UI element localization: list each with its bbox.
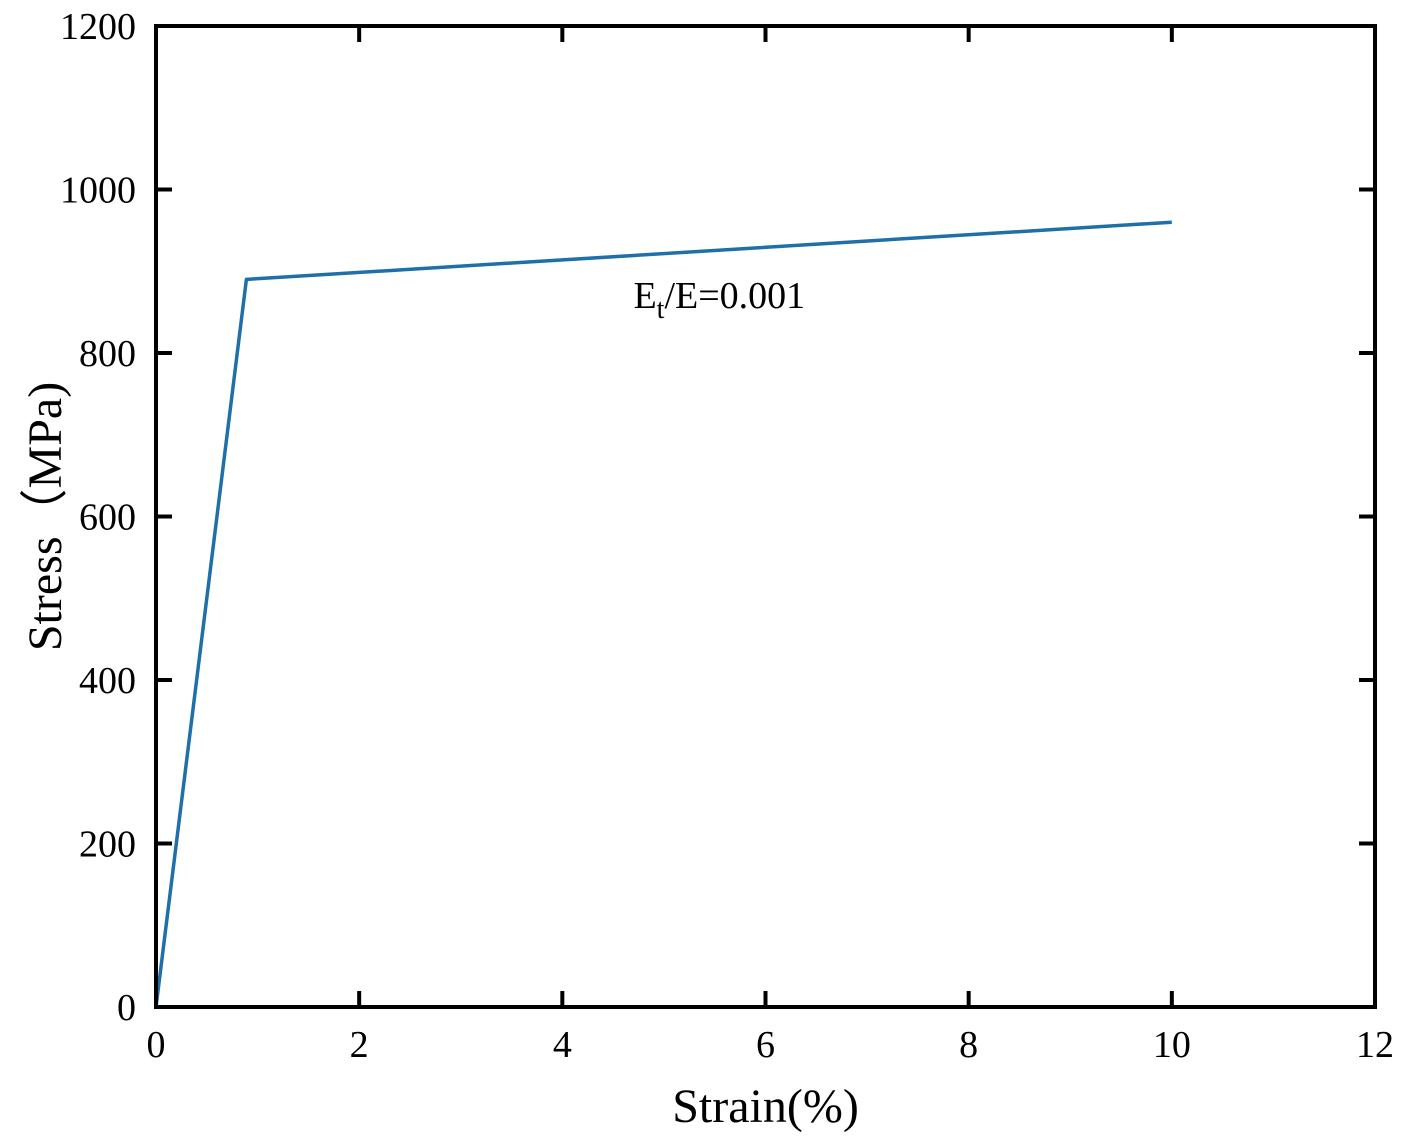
- stress-strain-line: [154, 220, 1172, 1008]
- y-axis-label: Stress（MPa): [19, 382, 72, 651]
- x-tick-label: 12: [1356, 1024, 1394, 1066]
- x-tick-label: 4: [553, 1024, 572, 1066]
- y-tick-label: 1000: [60, 170, 136, 212]
- series-lines: [154, 220, 1172, 1008]
- plot-frame: [154, 24, 1377, 1009]
- x-tick-label: 6: [756, 1024, 775, 1066]
- tick-labels: 0 2 4 6 8 10 12 0 200 400 600 800 1000 1200: [60, 6, 1394, 1066]
- y-tick-label: 400: [79, 660, 136, 702]
- y-tick-label: 600: [79, 497, 136, 539]
- tangent-modulus-annotation: Et/E=0.001: [633, 275, 805, 325]
- x-tick-label: 0: [147, 1024, 166, 1066]
- y-tick-label: 200: [79, 824, 136, 866]
- y-tick-label: 0: [117, 987, 136, 1029]
- annotation-rest: /E=0.001: [664, 275, 805, 317]
- annotation-main: E: [633, 275, 656, 317]
- y-tick-label: 1200: [60, 6, 136, 48]
- x-axis-label: Strain(%): [672, 1080, 859, 1133]
- x-tick-label: 10: [1153, 1024, 1191, 1066]
- x-tick-label: 8: [959, 1024, 978, 1066]
- axis-ticks: [156, 26, 1375, 1007]
- annotation-subscript: t: [657, 294, 665, 325]
- x-tick-label: 2: [350, 1024, 369, 1066]
- y-tick-label: 800: [79, 333, 136, 375]
